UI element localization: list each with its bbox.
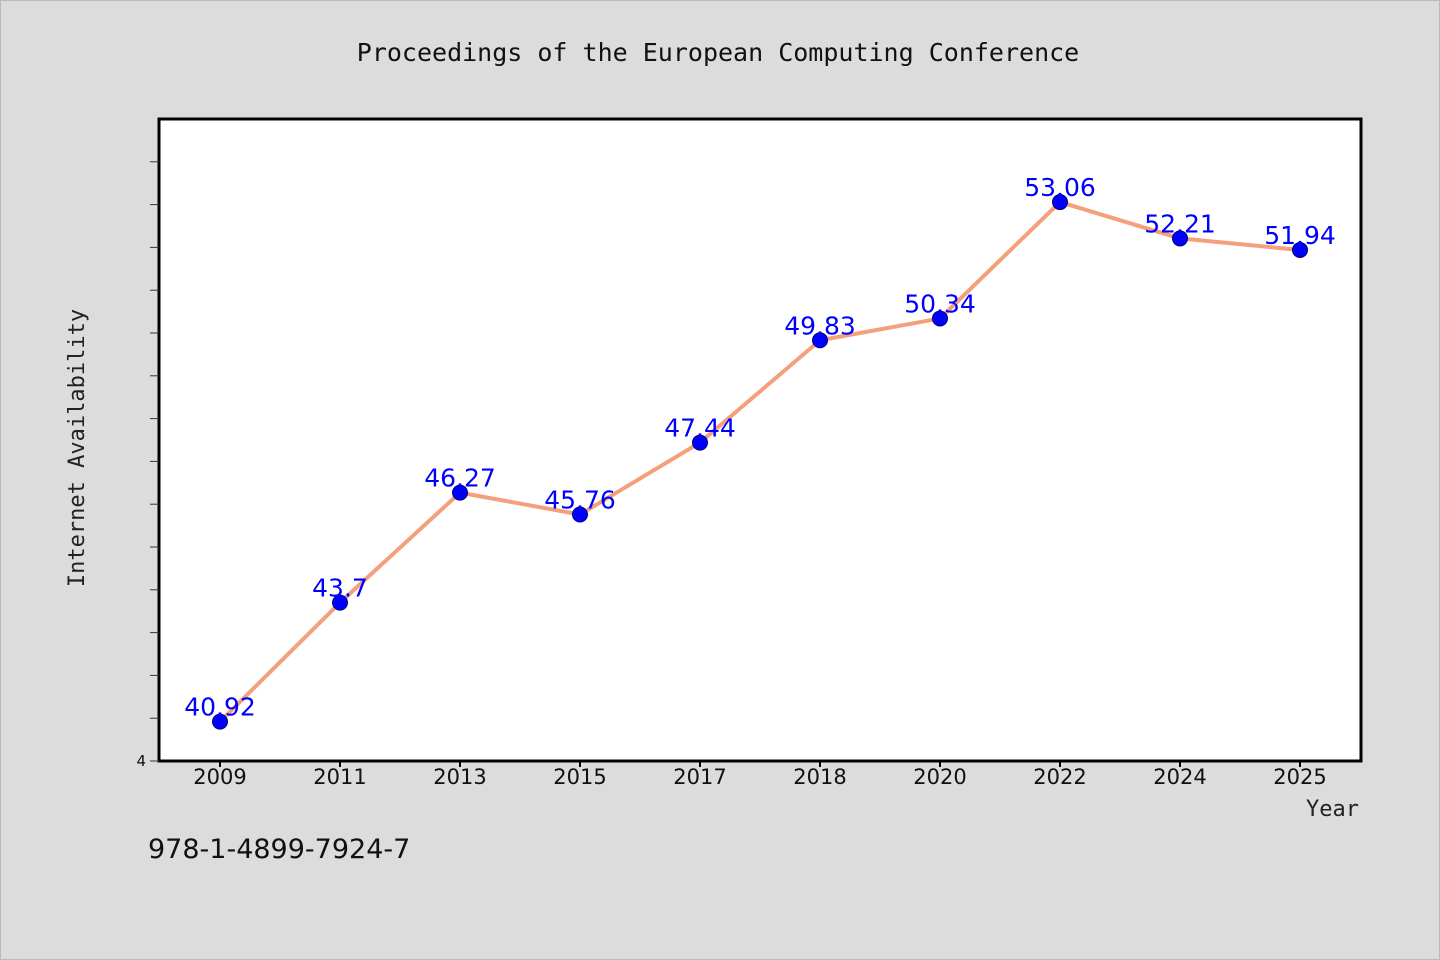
x-tick-label: 2022 (1033, 765, 1086, 789)
data-label: 45.76 (544, 485, 616, 514)
series-line (218, 200, 1302, 724)
series-layer (212, 194, 1308, 730)
data-point (572, 506, 588, 523)
isbn-text: 978-1-4899-7924-7 (148, 834, 411, 865)
x-tick-label: 2011 (313, 765, 366, 789)
x-tick-label: 2013 (433, 765, 486, 789)
chart-title: Proceedings of the European Computing Co… (357, 38, 1079, 67)
plot-area (157, 117, 1363, 763)
x-tick-label: 2017 (673, 765, 726, 789)
data-label: 51.94 (1264, 221, 1336, 250)
y-axis-ticks: 4 (136, 161, 159, 770)
x-tick-label: 2024 (1153, 765, 1206, 789)
data-point (1292, 241, 1308, 258)
data-label: 40.92 (184, 693, 256, 722)
x-axis-ticks: 2009 2011 2013 2015 2017 2018 2020 2022 2024 2025 (193, 761, 1327, 789)
data-point (332, 594, 348, 611)
x-tick-label: 2020 (913, 765, 966, 789)
x-tick-label: 2015 (553, 765, 606, 789)
data-label: 50.34 (904, 289, 976, 318)
data-point (812, 332, 828, 349)
y-tick-label: 4 (136, 752, 146, 770)
data-point (212, 713, 228, 730)
data-point (932, 310, 948, 327)
data-point (452, 484, 468, 501)
x-tick-label: 2018 (793, 765, 846, 789)
data-label: 46.27 (424, 464, 496, 493)
data-label: 49.83 (784, 311, 856, 340)
data-label: 47.44 (664, 414, 736, 443)
data-point (1172, 230, 1188, 247)
data-point (1052, 194, 1068, 211)
y-axis-label: Internet Availability (65, 309, 90, 587)
data-label: 53.06 (1024, 173, 1096, 202)
data-labels: 40.92 43.7 46.27 45.76 47.44 49.83 50.34 53.06 5… (184, 173, 1336, 722)
data-point (692, 434, 708, 451)
data-label: 43.7 (312, 574, 368, 603)
x-tick-label: 2009 (193, 765, 246, 789)
x-axis-label: Year (1306, 797, 1359, 822)
x-tick-label: 2025 (1273, 765, 1326, 789)
data-label: 52.21 (1144, 209, 1216, 238)
